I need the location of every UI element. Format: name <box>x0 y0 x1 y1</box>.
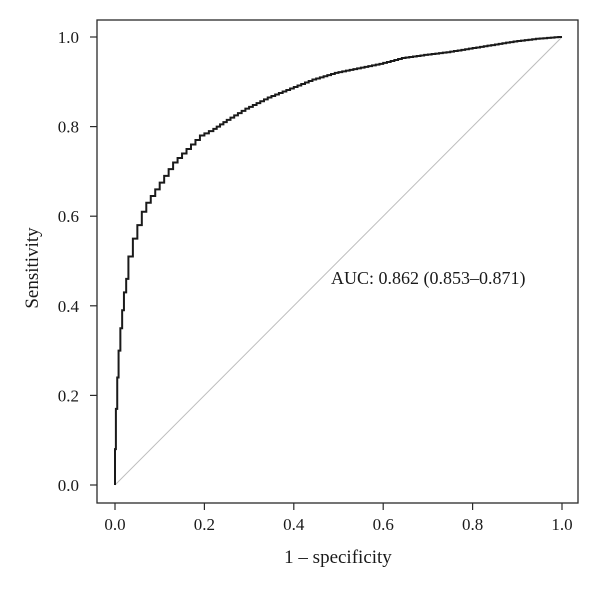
x-tick-label: 0.8 <box>462 515 483 534</box>
x-tick-label: 1.0 <box>551 515 572 534</box>
roc-curve-layer <box>114 36 562 485</box>
roc-curve <box>114 36 562 485</box>
reference-diagonal-line <box>114 36 563 486</box>
y-axis: 0.0 0.2 0.4 0.6 0.8 1.0 <box>58 28 97 495</box>
x-tick-label: 0.0 <box>104 515 125 534</box>
x-axis: 0.0 0.2 0.4 0.6 0.8 1.0 <box>104 503 573 534</box>
x-axis-title: 1 – specificity <box>284 547 392 568</box>
y-tick-label: 1.0 <box>58 28 79 47</box>
y-tick-label: 0.6 <box>58 207 79 226</box>
x-tick-label: 0.6 <box>373 515 394 534</box>
x-tick-label: 0.2 <box>194 515 215 534</box>
auc-annotation: AUC: 0.862 (0.853–0.871) <box>331 268 526 289</box>
y-axis-title: Sensitivity <box>22 227 43 309</box>
y-tick-label: 0.0 <box>58 476 79 495</box>
reference-line-layer <box>114 36 563 486</box>
plot-frame <box>96 19 579 504</box>
y-tick-label: 0.2 <box>58 386 79 405</box>
x-tick-label: 0.4 <box>283 515 305 534</box>
y-tick-label: 0.4 <box>58 297 80 316</box>
y-tick-label: 0.8 <box>58 118 79 137</box>
